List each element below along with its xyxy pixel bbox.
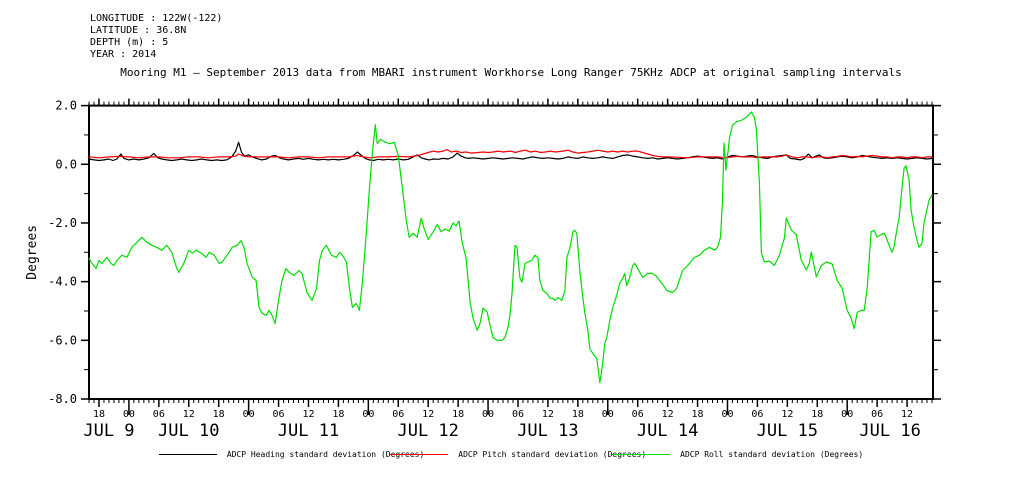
heading-line-swatch bbox=[158, 454, 217, 455]
svg-text:2.0: 2.0 bbox=[55, 99, 77, 113]
svg-text:18: 18 bbox=[213, 409, 225, 420]
legend-item-pitch: ADCP Pitch standard deviation (Degrees) bbox=[390, 450, 647, 459]
svg-text:JUL 10: JUL 10 bbox=[158, 421, 219, 441]
svg-text:18: 18 bbox=[332, 409, 344, 420]
svg-text:06: 06 bbox=[751, 409, 763, 420]
svg-text:00: 00 bbox=[123, 409, 135, 420]
svg-text:00: 00 bbox=[602, 409, 614, 420]
svg-text:06: 06 bbox=[512, 409, 524, 420]
svg-text:00: 00 bbox=[482, 409, 494, 420]
longitude-label: LONGITUDE : 122W(-122) bbox=[90, 13, 223, 24]
year-label: YEAR : 2014 bbox=[90, 49, 157, 60]
legend: ADCP Heading standard deviation (Degrees… bbox=[89, 450, 933, 459]
svg-text:JUL 15: JUL 15 bbox=[757, 421, 818, 441]
legend-label-pitch: ADCP Pitch standard deviation (Degrees) bbox=[458, 450, 647, 459]
svg-text:00: 00 bbox=[362, 409, 374, 420]
svg-text:18: 18 bbox=[811, 409, 823, 420]
latitude-label: LATITUDE : 36.8N bbox=[90, 25, 187, 36]
pitch-line-swatch bbox=[390, 454, 449, 455]
svg-text:06: 06 bbox=[871, 409, 883, 420]
svg-text:00: 00 bbox=[721, 409, 733, 420]
legend-item-roll: ADCP Roll standard deviation (Degrees) bbox=[612, 450, 864, 459]
roll-line-swatch bbox=[612, 454, 671, 455]
legend-item-heading: ADCP Heading standard deviation (Degrees… bbox=[158, 450, 425, 459]
svg-text:12: 12 bbox=[422, 409, 434, 420]
legend-label-roll: ADCP Roll standard deviation (Degrees) bbox=[680, 450, 864, 459]
svg-text:06: 06 bbox=[153, 409, 165, 420]
svg-text:18: 18 bbox=[572, 409, 584, 420]
svg-text:-6.0: -6.0 bbox=[48, 333, 77, 347]
svg-text:18: 18 bbox=[692, 409, 704, 420]
svg-text:JUL 11: JUL 11 bbox=[278, 421, 339, 441]
legend-label-heading: ADCP Heading standard deviation (Degrees… bbox=[226, 450, 425, 459]
svg-text:0.0: 0.0 bbox=[55, 157, 77, 171]
svg-text:12: 12 bbox=[183, 409, 195, 420]
svg-text:12: 12 bbox=[781, 409, 793, 420]
depth-label: DEPTH (m) : 5 bbox=[90, 37, 169, 48]
svg-text:-8.0: -8.0 bbox=[48, 392, 77, 406]
svg-text:06: 06 bbox=[632, 409, 644, 420]
svg-text:JUL 9: JUL 9 bbox=[83, 421, 134, 441]
svg-text:18: 18 bbox=[93, 409, 105, 420]
svg-text:06: 06 bbox=[392, 409, 404, 420]
svg-text:-4.0: -4.0 bbox=[48, 275, 77, 289]
svg-text:JUL 12: JUL 12 bbox=[397, 421, 458, 441]
svg-text:06: 06 bbox=[273, 409, 285, 420]
svg-text:12: 12 bbox=[901, 409, 913, 420]
svg-text:-2.0: -2.0 bbox=[48, 216, 77, 230]
svg-text:JUL 16: JUL 16 bbox=[859, 421, 920, 441]
svg-text:JUL 14: JUL 14 bbox=[637, 421, 698, 441]
svg-text:JUL 13: JUL 13 bbox=[517, 421, 578, 441]
svg-text:Degrees: Degrees bbox=[25, 225, 40, 280]
svg-text:12: 12 bbox=[542, 409, 554, 420]
svg-text:00: 00 bbox=[841, 409, 853, 420]
svg-text:12: 12 bbox=[662, 409, 674, 420]
svg-text:12: 12 bbox=[302, 409, 314, 420]
svg-text:00: 00 bbox=[243, 409, 255, 420]
metadata-block: LONGITUDE : 122W(-122) LATITUDE : 36.8N … bbox=[90, 13, 222, 61]
svg-text:18: 18 bbox=[452, 409, 464, 420]
chart-title: Mooring M1 — September 2013 data from MB… bbox=[120, 66, 902, 79]
